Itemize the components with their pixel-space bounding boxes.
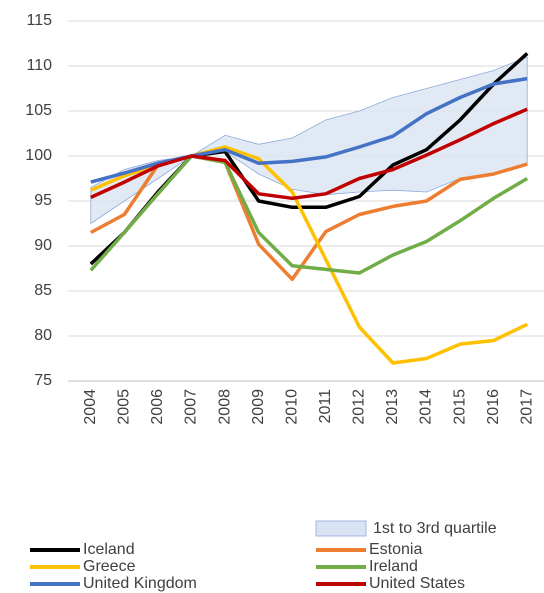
x-tick-label: 2010	[283, 389, 300, 425]
legend-label: Ireland	[369, 558, 418, 575]
legend-label: Estonia	[369, 541, 422, 558]
y-tick-label: 95	[34, 192, 52, 209]
x-tick-label: 2008	[216, 389, 233, 425]
legend-label: Greece	[83, 558, 136, 575]
x-tick-label: 2014	[418, 389, 435, 425]
legend-swatch	[315, 520, 367, 537]
y-tick-label: 115	[26, 12, 52, 29]
x-tick-label: 2016	[485, 389, 502, 425]
legend-label: United States	[369, 575, 465, 592]
x-tick-label: 2006	[149, 389, 166, 425]
x-tick-label: 2017	[518, 389, 535, 425]
x-tick-label: 2011	[317, 389, 334, 424]
y-tick-label: 105	[25, 102, 52, 119]
legend-label: 1st to 3rd quartile	[373, 520, 497, 537]
x-tick-label: 2009	[250, 389, 267, 425]
series-line	[89, 154, 529, 275]
x-tick-label: 2013	[384, 389, 401, 425]
legend-label: Iceland	[83, 541, 135, 558]
x-tick-label: 2004	[82, 389, 99, 425]
x-tick-label: 2012	[351, 389, 368, 425]
y-tick-label: 100	[25, 147, 52, 164]
y-tick-label: 90	[34, 237, 52, 254]
x-tick-label: 2015	[451, 389, 468, 425]
legend-label: United Kingdom	[83, 575, 197, 592]
y-tick-label: 80	[34, 327, 52, 344]
y-tick-label: 85	[34, 282, 52, 299]
quartile-band	[90, 56, 528, 225]
series-line	[90, 107, 528, 201]
y-tick-label: 110	[26, 57, 52, 74]
y-tick-label: 75	[34, 372, 52, 389]
x-tick-label: 2007	[183, 389, 200, 425]
x-tick-label: 2005	[116, 389, 133, 425]
series-line	[90, 76, 528, 184]
